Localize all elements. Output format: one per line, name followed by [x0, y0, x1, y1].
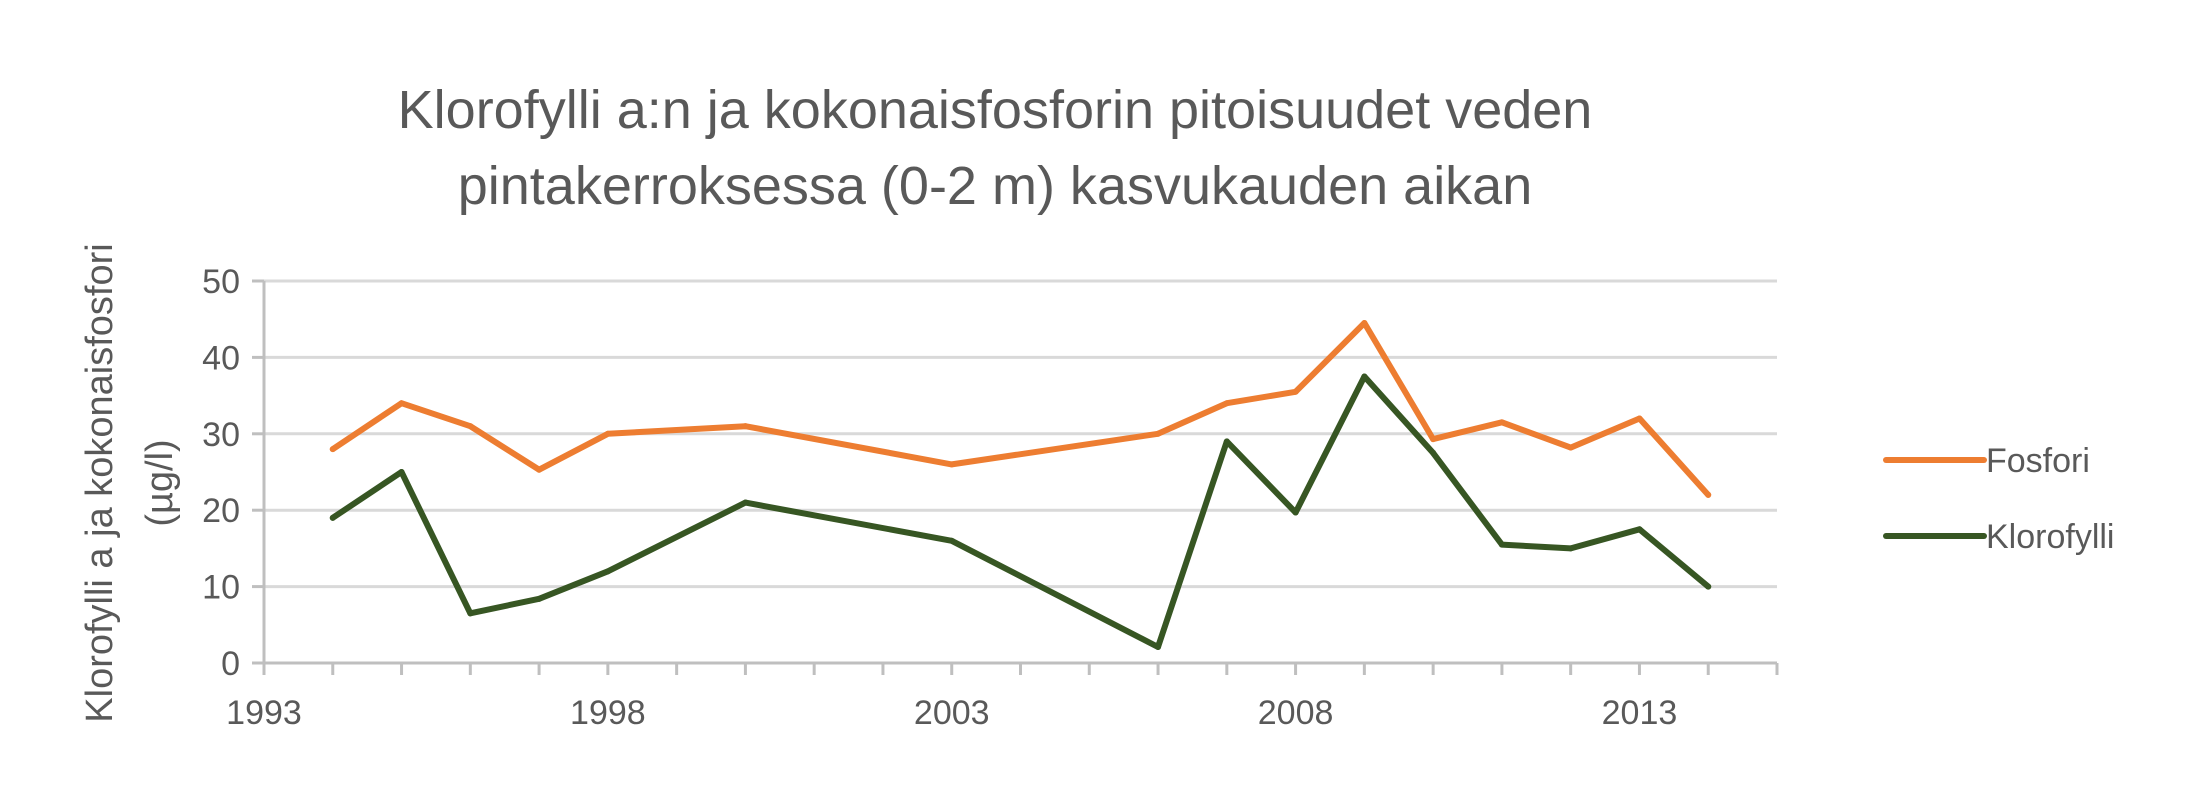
data-point-klorofylli: [1705, 583, 1712, 590]
data-point-fosfori: [948, 461, 955, 468]
data-point-klorofylli: [1498, 541, 1505, 548]
x-tick-label: 1993: [226, 694, 302, 732]
chart-title-line-2: pintakerroksessa (0-2 m) kasvukauden aik…: [458, 156, 1533, 216]
data-point-fosfori: [1155, 430, 1162, 437]
data-point-klorofylli: [1292, 509, 1299, 516]
data-point-fosfori: [536, 466, 543, 473]
data-point-klorofylli: [742, 499, 749, 506]
data-point-fosfori: [1705, 491, 1712, 498]
legend-label: Fosfori: [1986, 442, 2090, 480]
y-tick-label: 0: [221, 645, 240, 683]
y-tick-label: 40: [202, 339, 240, 377]
data-point-fosfori: [398, 400, 405, 407]
data-point-klorofylli: [1636, 526, 1643, 533]
data-point-fosfori: [604, 430, 611, 437]
y-axis-title-line-1: Klorofylli a ja kokonaisfosfori: [79, 243, 121, 722]
series-line-klorofylli: [329, 373, 1712, 650]
data-point-fosfori: [1430, 436, 1437, 443]
y-axis-title-line-2: (µg/l): [139, 439, 181, 526]
y-tick-label: 30: [202, 416, 240, 454]
data-point-fosfori: [1292, 388, 1299, 395]
data-point-klorofylli: [604, 568, 611, 575]
data-point-fosfori: [1361, 320, 1368, 327]
y-tick-label: 50: [202, 263, 240, 301]
axes: [252, 279, 1779, 675]
data-point-klorofylli: [329, 514, 336, 521]
legend-label: Klorofylli: [1986, 518, 2114, 556]
data-point-klorofylli: [948, 537, 955, 544]
data-point-fosfori: [742, 423, 749, 430]
data-point-fosfori: [1636, 415, 1643, 422]
data-point-fosfori: [1223, 400, 1230, 407]
data-point-fosfori: [1567, 444, 1574, 451]
legend: Fosfori Klorofylli: [1883, 442, 2114, 556]
legend-item-klorofylli: Klorofylli: [1883, 518, 2114, 556]
data-point-klorofylli: [1223, 438, 1230, 445]
chart-title: Klorofylli a:n ja kokonaisfosforin pitoi…: [398, 80, 1593, 216]
x-tick-label: 1998: [570, 694, 646, 732]
data-point-klorofylli: [1361, 373, 1368, 380]
y-axis-title: Klorofylli a ja kokonaisfosfori (µg/l): [79, 243, 181, 722]
data-point-klorofylli: [536, 595, 543, 602]
data-series: [329, 320, 1712, 650]
x-tick-label: 2003: [914, 694, 990, 732]
gridlines: [264, 279, 1777, 589]
x-tick-label: 2013: [1602, 694, 1678, 732]
data-point-klorofylli: [398, 469, 405, 475]
data-point-fosfori: [1498, 419, 1505, 426]
y-tick-label: 10: [202, 569, 240, 607]
data-point-klorofylli: [1155, 643, 1162, 650]
y-tick-label: 20: [202, 492, 240, 530]
x-tick-label: 2008: [1258, 694, 1334, 732]
tick-labels: 0 10 20 30 40 50 1993 1998 2003 2008 2013: [202, 263, 1677, 732]
data-point-fosfori: [329, 446, 336, 453]
data-point-fosfori: [467, 423, 474, 430]
data-point-klorofylli: [1430, 449, 1437, 456]
chart-title-line-1: Klorofylli a:n ja kokonaisfosforin pitoi…: [398, 80, 1593, 140]
data-point-klorofylli: [1567, 545, 1574, 552]
series-line-fosfori: [329, 320, 1712, 498]
legend-item-fosfori: Fosfori: [1883, 442, 2090, 480]
data-point-klorofylli: [467, 610, 474, 617]
